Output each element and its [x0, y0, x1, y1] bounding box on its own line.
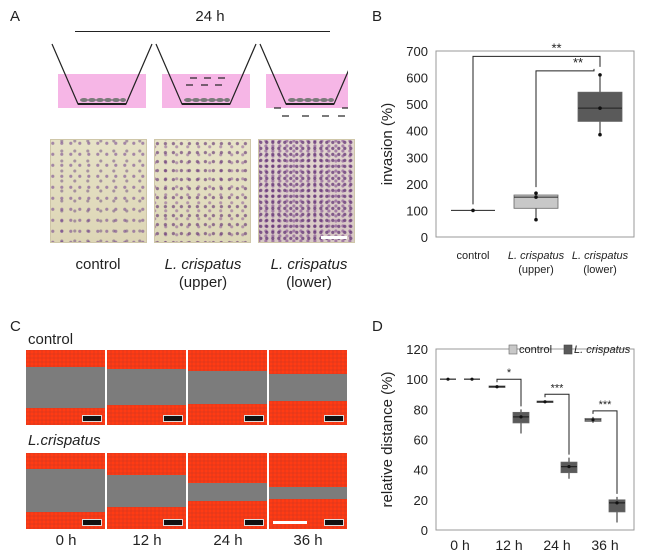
- data-point: [598, 73, 602, 77]
- y-tick-label: 0: [421, 523, 428, 538]
- legend-swatch-lcrispatus: [563, 344, 573, 355]
- data-point: [598, 106, 602, 110]
- panel-c-letter: C: [10, 318, 21, 335]
- group-label-upper: L. crispatus (upper): [164, 256, 242, 291]
- time-12h: 12 h: [132, 532, 162, 549]
- scratch-lcrispatus-36h: [269, 453, 347, 529]
- time-label-24h: 24 h: [195, 8, 225, 25]
- y-tick-label: 40: [414, 463, 428, 478]
- x-tick-label: control: [456, 250, 489, 262]
- time-0h: 0 h: [55, 532, 77, 549]
- group-label-lower: L. crispatus (lower): [270, 256, 348, 291]
- scratch-lcrispatus-0h: [26, 453, 105, 529]
- scratch-control-12h: [107, 350, 186, 425]
- time-bracket-line: [75, 31, 330, 32]
- sig-label: ***: [551, 382, 565, 394]
- y-tick-label: 500: [406, 97, 428, 112]
- x-tick-label: 0 h: [450, 537, 469, 553]
- sig-bracket: [496, 378, 522, 407]
- y-tick-label: 700: [406, 44, 428, 59]
- row-label-lcrispatus: L.crispatus: [28, 432, 101, 449]
- micrograph-upper: [154, 139, 251, 243]
- y-tick-label: 600: [406, 71, 428, 86]
- scratch-lcrispatus-24h: [188, 453, 267, 529]
- cell-monolayer: [80, 98, 126, 102]
- transwell-control: [51, 43, 153, 108]
- data-point: [471, 208, 475, 213]
- plot-frame: [435, 50, 635, 238]
- sig-label: ***: [599, 399, 613, 411]
- x-tick-label-line2: (lower): [583, 264, 617, 276]
- chart-relative-distance: 0 20 40 60 80 100 120 relative distance (%) cont…: [379, 342, 635, 553]
- row-label-control: control: [28, 331, 74, 348]
- sig-label: *: [507, 367, 512, 379]
- data-point: [495, 385, 499, 389]
- sig-bracket: [592, 410, 618, 494]
- y-tick-label: 80: [414, 402, 428, 417]
- chart-invasion: 0 100 200 300 400 500 600 700 invasion (%) contro…: [379, 40, 635, 276]
- micrograph-control: [50, 139, 147, 243]
- x-tick-label: L. crispatus: [572, 250, 629, 262]
- y-tick-label: 100: [406, 203, 428, 218]
- time-36h: 36 h: [293, 532, 323, 549]
- x-tick-label: 12 h: [495, 537, 522, 553]
- data-point: [567, 465, 571, 469]
- x-tick-label-line2: (upper): [518, 264, 553, 276]
- y-tick-label: 200: [406, 177, 428, 192]
- scratch-control-36h: [269, 350, 347, 425]
- y-tick-label: 120: [406, 342, 428, 357]
- x-tick-label: L. crispatus: [508, 250, 565, 262]
- plot-frame: [435, 348, 635, 531]
- transwell-lower: [259, 43, 348, 117]
- panel-d-letter: D: [372, 318, 383, 335]
- sig-bracket-control-lower: [472, 55, 601, 205]
- sig-bracket-upper-lower: [535, 68, 595, 188]
- transwell-diagrams: [51, 43, 348, 117]
- scratch-control-0h: [26, 350, 105, 425]
- y-tick-label: 300: [406, 150, 428, 165]
- bacteria-dashes: [186, 77, 225, 86]
- scale-bar: [321, 236, 347, 239]
- medium-pink: [58, 74, 146, 108]
- data-point: [615, 501, 619, 505]
- x-tick-label: 36 h: [591, 537, 618, 553]
- legend-swatch-control: [508, 344, 518, 355]
- scratch-lcrispatus-12h: [107, 453, 186, 529]
- data-point: [446, 377, 450, 381]
- y-tick-label: 0: [421, 230, 428, 245]
- time-24h: 24 h: [213, 532, 243, 549]
- y-axis-label: relative distance (%): [379, 372, 396, 508]
- data-point: [591, 418, 595, 422]
- transwell-upper: [155, 43, 257, 108]
- micrograph-lower: [258, 139, 355, 243]
- data-point: [534, 191, 538, 195]
- y-tick-label: 100: [406, 372, 428, 387]
- data-point: [470, 377, 474, 381]
- sig-label: **: [573, 55, 583, 70]
- box-body: [513, 194, 559, 209]
- sig-label: **: [551, 40, 561, 55]
- group-label-control: control: [75, 256, 121, 273]
- y-tick-label: 400: [406, 124, 428, 139]
- sig-bracket: [544, 393, 570, 455]
- data-point: [598, 132, 602, 137]
- legend-label-control: control: [519, 344, 552, 356]
- data-point: [543, 400, 547, 404]
- panel-a-letter: A: [10, 8, 21, 25]
- y-tick-label: 60: [414, 433, 428, 448]
- y-axis-label: invasion (%): [379, 103, 396, 186]
- legend-label-lcrispatus: L. crispatus: [574, 344, 631, 356]
- data-point: [534, 195, 538, 199]
- x-tick-label: 24 h: [543, 537, 570, 553]
- y-tick-label: 20: [414, 493, 428, 508]
- data-point: [519, 415, 523, 419]
- scratch-control-24h: [188, 350, 267, 425]
- panel-b-letter: B: [372, 8, 383, 25]
- data-point: [534, 217, 538, 222]
